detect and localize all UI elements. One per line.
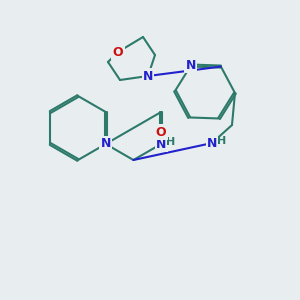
Text: N: N [100, 137, 111, 151]
Text: N: N [143, 70, 153, 83]
Text: N: N [186, 59, 196, 72]
Text: H: H [218, 136, 226, 146]
Text: O: O [113, 46, 123, 59]
Text: O: O [156, 125, 167, 139]
Text: N: N [156, 137, 166, 151]
Text: H: H [166, 137, 175, 147]
Text: N: N [207, 136, 217, 149]
